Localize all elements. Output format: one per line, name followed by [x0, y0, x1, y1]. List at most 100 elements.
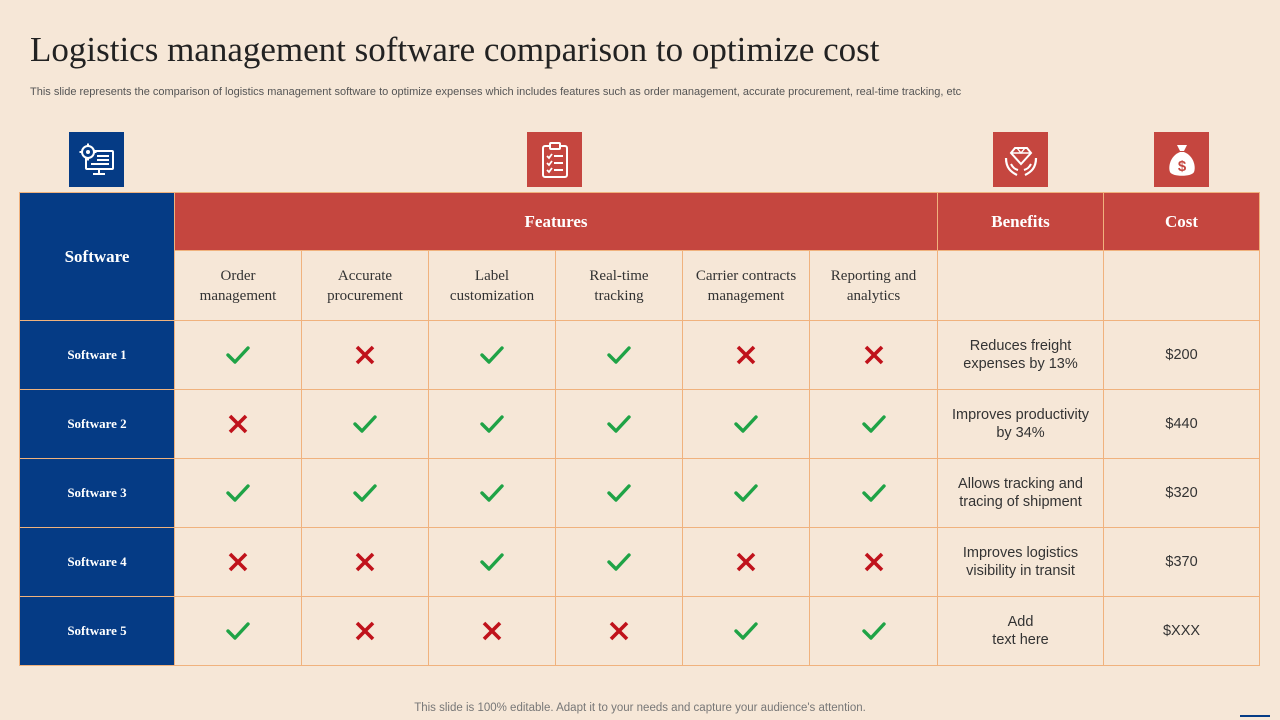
check-icon — [734, 484, 758, 502]
table-row: Software 2 Improves productivity by 34% $… — [19, 389, 1261, 459]
cross-icon — [864, 552, 883, 572]
page-subtitle: This slide represents the comparison of … — [30, 86, 962, 98]
check-icon — [353, 484, 377, 502]
feature-mark — [174, 458, 302, 528]
feature-mark — [174, 596, 302, 666]
feature-mark — [682, 527, 810, 597]
check-icon — [480, 553, 504, 571]
benefits-icon-tile — [993, 132, 1048, 187]
corner-accent-bar — [1240, 715, 1270, 717]
check-icon — [861, 415, 886, 433]
feature-mark — [174, 389, 302, 459]
feature-mark — [428, 320, 556, 390]
feature-header-reporting-analytics: Reporting and analytics — [808, 250, 939, 321]
feature-mark — [682, 596, 810, 666]
header-benefits: Benefits — [937, 192, 1105, 251]
row-cost: $370 — [1103, 527, 1261, 597]
check-icon — [607, 484, 631, 502]
feature-mark — [428, 527, 556, 597]
table-row: Software 3 Allows tracking and tracing of… — [19, 458, 1261, 528]
check-icon — [226, 484, 250, 502]
row-benefit: Add text here — [937, 596, 1105, 666]
check-icon — [480, 346, 504, 364]
feature-mark — [555, 596, 683, 666]
check-icon — [607, 415, 631, 433]
feature-mark — [428, 458, 556, 528]
feature-header-label-customization: Label customization — [428, 250, 556, 321]
check-icon — [226, 622, 250, 640]
feature-mark — [301, 320, 429, 390]
row-software-name: Software 3 — [19, 458, 175, 528]
svg-text:$: $ — [1177, 158, 1186, 175]
cross-icon — [609, 621, 629, 641]
check-icon — [607, 346, 631, 364]
row-software-name: Software 2 — [19, 389, 175, 459]
feature-mark — [808, 389, 939, 459]
feature-header-order-management: Order management — [174, 250, 302, 321]
cost-icon-tile: $ — [1154, 132, 1209, 187]
feature-header-real-time-tracking: Real-time tracking — [555, 250, 683, 321]
feature-mark — [682, 389, 810, 459]
row-benefit: Reduces freight expenses by 13% — [937, 320, 1105, 390]
hands-diamond-icon — [1004, 146, 1037, 176]
feature-mark — [555, 458, 683, 528]
comparison-table: Software Features Benefits Cost Order man… — [19, 192, 1261, 666]
check-icon — [734, 415, 758, 433]
row-cost: $440 — [1103, 389, 1261, 459]
software-icon-tile — [69, 132, 124, 187]
feature-mark — [301, 389, 429, 459]
check-icon — [480, 484, 504, 502]
check-icon — [861, 484, 886, 502]
row-benefit: Improves productivity by 34% — [937, 389, 1105, 459]
clipboard-checklist-icon — [541, 141, 568, 178]
feature-header-carrier-contracts: Carrier contracts management — [682, 250, 810, 321]
cross-icon — [482, 621, 502, 641]
check-icon — [480, 415, 504, 433]
money-bag-icon: $ — [1168, 144, 1195, 176]
cross-icon — [355, 621, 375, 641]
footer-note: This slide is 100% editable. Adapt it to… — [414, 702, 866, 714]
row-cost: $320 — [1103, 458, 1261, 528]
feature-mark — [808, 458, 939, 528]
cross-icon — [228, 552, 248, 572]
row-benefit: Allows tracking and tracing of shipment — [937, 458, 1105, 528]
feature-mark — [301, 596, 429, 666]
feature-mark — [301, 458, 429, 528]
check-icon — [226, 346, 250, 364]
feature-mark — [808, 596, 939, 666]
feature-mark — [428, 596, 556, 666]
check-icon — [353, 415, 377, 433]
header-features: Features — [173, 192, 939, 251]
row-benefit: Improves logistics visibility in transit — [937, 527, 1105, 597]
feature-mark — [808, 527, 939, 597]
cross-icon — [736, 345, 756, 365]
row-software-name: Software 5 — [19, 596, 175, 666]
feature-mark — [428, 389, 556, 459]
feature-header-accurate-procurement: Accurate procurement — [301, 250, 429, 321]
cross-icon — [864, 345, 883, 365]
monitor-gear-icon — [79, 143, 114, 175]
feature-mark — [808, 320, 939, 390]
check-icon — [607, 553, 631, 571]
header-cost: Cost — [1103, 192, 1261, 251]
feature-mark — [682, 458, 810, 528]
table-row: Software 5 Add text here $XXX — [19, 596, 1261, 666]
row-software-name: Software 1 — [19, 320, 175, 390]
row-cost: $200 — [1103, 320, 1261, 390]
row-cost: $XXX — [1103, 596, 1261, 666]
cross-icon — [736, 552, 756, 572]
feature-mark — [555, 320, 683, 390]
cross-icon — [355, 345, 375, 365]
page-title: Logistics management software comparison… — [30, 30, 880, 69]
feature-mark — [174, 320, 302, 390]
feature-mark — [682, 320, 810, 390]
table-row: Software 1 Reduces freight expenses by 13… — [19, 320, 1261, 390]
cross-icon — [228, 414, 248, 434]
benefits-subheader-empty — [937, 250, 1105, 321]
feature-mark — [301, 527, 429, 597]
feature-mark — [555, 527, 683, 597]
features-icon-tile — [527, 132, 582, 187]
check-icon — [734, 622, 758, 640]
cross-icon — [355, 552, 375, 572]
feature-mark — [174, 527, 302, 597]
